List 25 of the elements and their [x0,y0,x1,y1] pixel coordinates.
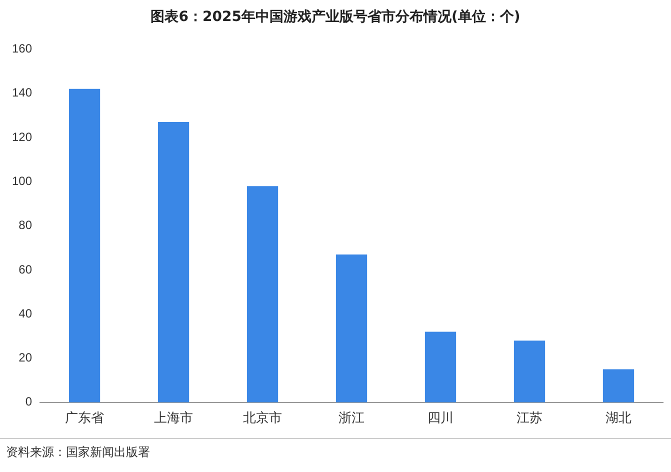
bar [424,332,456,402]
x-tick-label: 江苏 [516,410,543,425]
y-tick-label: 100 [12,174,32,188]
bar [246,186,278,402]
text: 资料来源：国家新闻出版署 [6,444,150,461]
y-tick-label: 20 [18,350,32,365]
x-tick-label: 浙江 [338,410,365,425]
y-tick-label: 40 [18,306,32,320]
chart-title: 图表6：2025年中国游戏产业版号省市分布情况(单位：个) [150,8,522,26]
bar [68,88,100,402]
x-tick-label: 上海市 [154,410,194,425]
y-tick-label: 120 [12,130,32,144]
y-tick-label: 60 [18,262,32,276]
y-tick-label: 80 [18,218,32,232]
x-tick-label: 北京市 [243,410,282,425]
y-tick-label: 160 [12,42,32,56]
bar [602,369,634,402]
x-tick-label: 四川 [428,410,454,425]
x-tick-label: 广东省 [65,410,104,425]
x-tick-label: 湖北 [606,410,632,425]
y-tick-label: 140 [12,86,32,100]
bar [158,122,190,402]
y-tick-label: 0 [25,394,32,409]
bar [336,254,368,402]
bar [514,340,546,402]
